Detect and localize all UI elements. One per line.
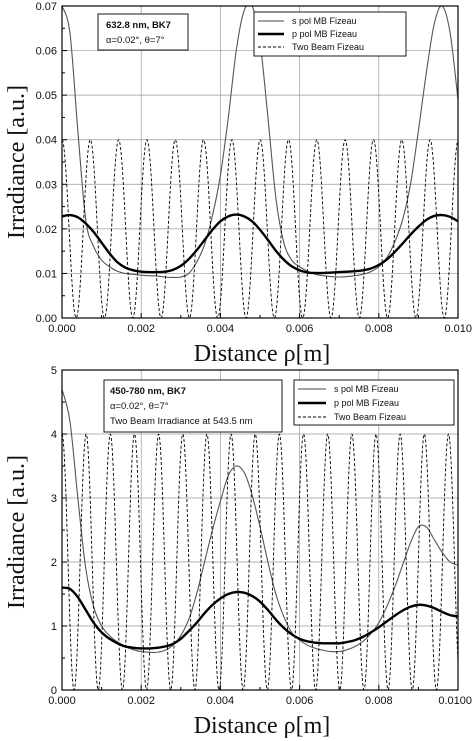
- chart-top-x-axis-label: Distance ρ[m]: [194, 341, 331, 367]
- chart-top-ytick-label-7: 0.07: [36, 1, 57, 13]
- chart-top-series-two-beam: [62, 139, 458, 318]
- chart-top-x-tick-labels: 0.000 0.002 0.004 0.006 0.008 0.010: [48, 323, 472, 335]
- chart-top: 0.000 0.002 0.004 0.006 0.008 0.010 0.000.010…: [4, 1, 472, 367]
- chart-bottom-xtick-label-5: 0.0100: [438, 695, 472, 707]
- chart-bottom-ticks: [61, 369, 459, 691]
- chart-top-xtick-label-1: 0.002: [127, 323, 155, 335]
- chart-bottom-annotation-box: 450-780 nm, BK7 α=0.02°, θ=7° Two Beam I…: [103, 379, 283, 433]
- chart-top-ytick-label-6: 0.06: [36, 46, 57, 58]
- chart-top-ticks: [61, 5, 459, 319]
- chart-top-y-tick-labels: 0.00 0.01 0.02 0.03 0.04 0.05 0.06 0.07: [36, 1, 57, 325]
- chart-top-ytick-label-2: 0.02: [36, 224, 57, 236]
- chart-bottom-x-tick-labels: 0.000 0.002 0.004 0.006 0.008 0.0100: [48, 695, 472, 707]
- chart-bottom-xtick-label-1: 0.002: [127, 695, 155, 707]
- chart-bottom-xtick-label-4: 0.008: [365, 695, 393, 707]
- chart-bottom-series-two-beam: [62, 433, 458, 690]
- chart-bottom-series: [62, 389, 458, 690]
- chart-top-xtick-label-2: 0.004: [207, 323, 235, 335]
- chart-bottom-xtick-label-0: 0.000: [48, 695, 76, 707]
- chart-bottom-legend-label-two-beam: Two Beam Fizeau: [334, 412, 406, 422]
- chart-top-ytick-label-4: 0.04: [36, 135, 57, 147]
- chart-top-y-axis-label: Irradiance [a.u.]: [4, 85, 30, 239]
- chart-bottom-ytick-label-1: 1: [51, 621, 57, 633]
- chart-bottom-series-p-pol: [62, 586, 458, 650]
- chart-bottom: 0.000 0.002 0.004 0.006 0.008 0.0100 0 1 2 3 4 5 D…: [4, 365, 472, 739]
- chart-top-annotation-box: 632.8 nm, BK7 α=0.02°, θ=7°: [97, 13, 189, 51]
- chart-bottom-xtick-label-2: 0.004: [207, 695, 235, 707]
- chart-top-annotation-line-1: 632.8 nm, BK7: [106, 20, 171, 31]
- chart-bottom-annotation-line-1: 450-780 nm, BK7: [110, 386, 186, 397]
- chart-bottom-legend: s pol MB Fizeau p pol MB Fizeau Two Beam…: [293, 379, 455, 426]
- chart-bottom-ytick-label-2: 2: [51, 557, 57, 569]
- chart-top-series-p-pol: [62, 213, 458, 275]
- chart-top-xtick-label-5: 0.010: [444, 323, 472, 335]
- chart-top-legend-label-two-beam: Two Beam Fizeau: [292, 42, 364, 52]
- chart-bottom-legend-label-s-pol: s pol MB Fizeau: [334, 384, 399, 394]
- chart-bottom-annotation-line-2: α=0.02°, θ=7°: [110, 401, 169, 412]
- chart-top-ytick-label-1: 0.01: [36, 268, 57, 280]
- chart-top-legend: s pol MB Fizeau p pol MB Fizeau Two Beam…: [253, 11, 407, 57]
- chart-bottom-y-axis-label: Irradiance [a.u.]: [4, 455, 30, 609]
- chart-bottom-ytick-label-0: 0: [51, 685, 57, 697]
- chart-top-ytick-label-3: 0.03: [36, 179, 57, 191]
- chart-top-legend-label-s-pol: s pol MB Fizeau: [292, 16, 357, 26]
- chart-top-xtick-label-3: 0.006: [286, 323, 314, 335]
- chart-bottom-annotation-line-3: Two Beam Irradiance at 543.5 nm: [110, 416, 253, 427]
- chart-bottom-x-axis-label: Distance ρ[m]: [194, 713, 331, 739]
- chart-bottom-ytick-label-3: 3: [51, 493, 57, 505]
- chart-top-xtick-label-0: 0.000: [48, 323, 76, 335]
- chart-top-annotation-line-2: α=0.02°, θ=7°: [106, 35, 165, 46]
- chart-bottom-ytick-label-4: 4: [51, 429, 57, 441]
- chart-bottom-y-tick-labels: 0 1 2 3 4 5: [51, 365, 57, 697]
- chart-top-legend-label-p-pol: p pol MB Fizeau: [292, 29, 357, 39]
- chart-top-ytick-label-0: 0.00: [36, 313, 57, 325]
- chart-bottom-xtick-label-3: 0.006: [286, 695, 314, 707]
- chart-top-ytick-label-5: 0.05: [36, 90, 57, 102]
- chart-top-xtick-label-4: 0.008: [365, 323, 393, 335]
- chart-bottom-ytick-label-5: 5: [51, 365, 57, 377]
- chart-bottom-legend-label-p-pol: p pol MB Fizeau: [334, 398, 399, 408]
